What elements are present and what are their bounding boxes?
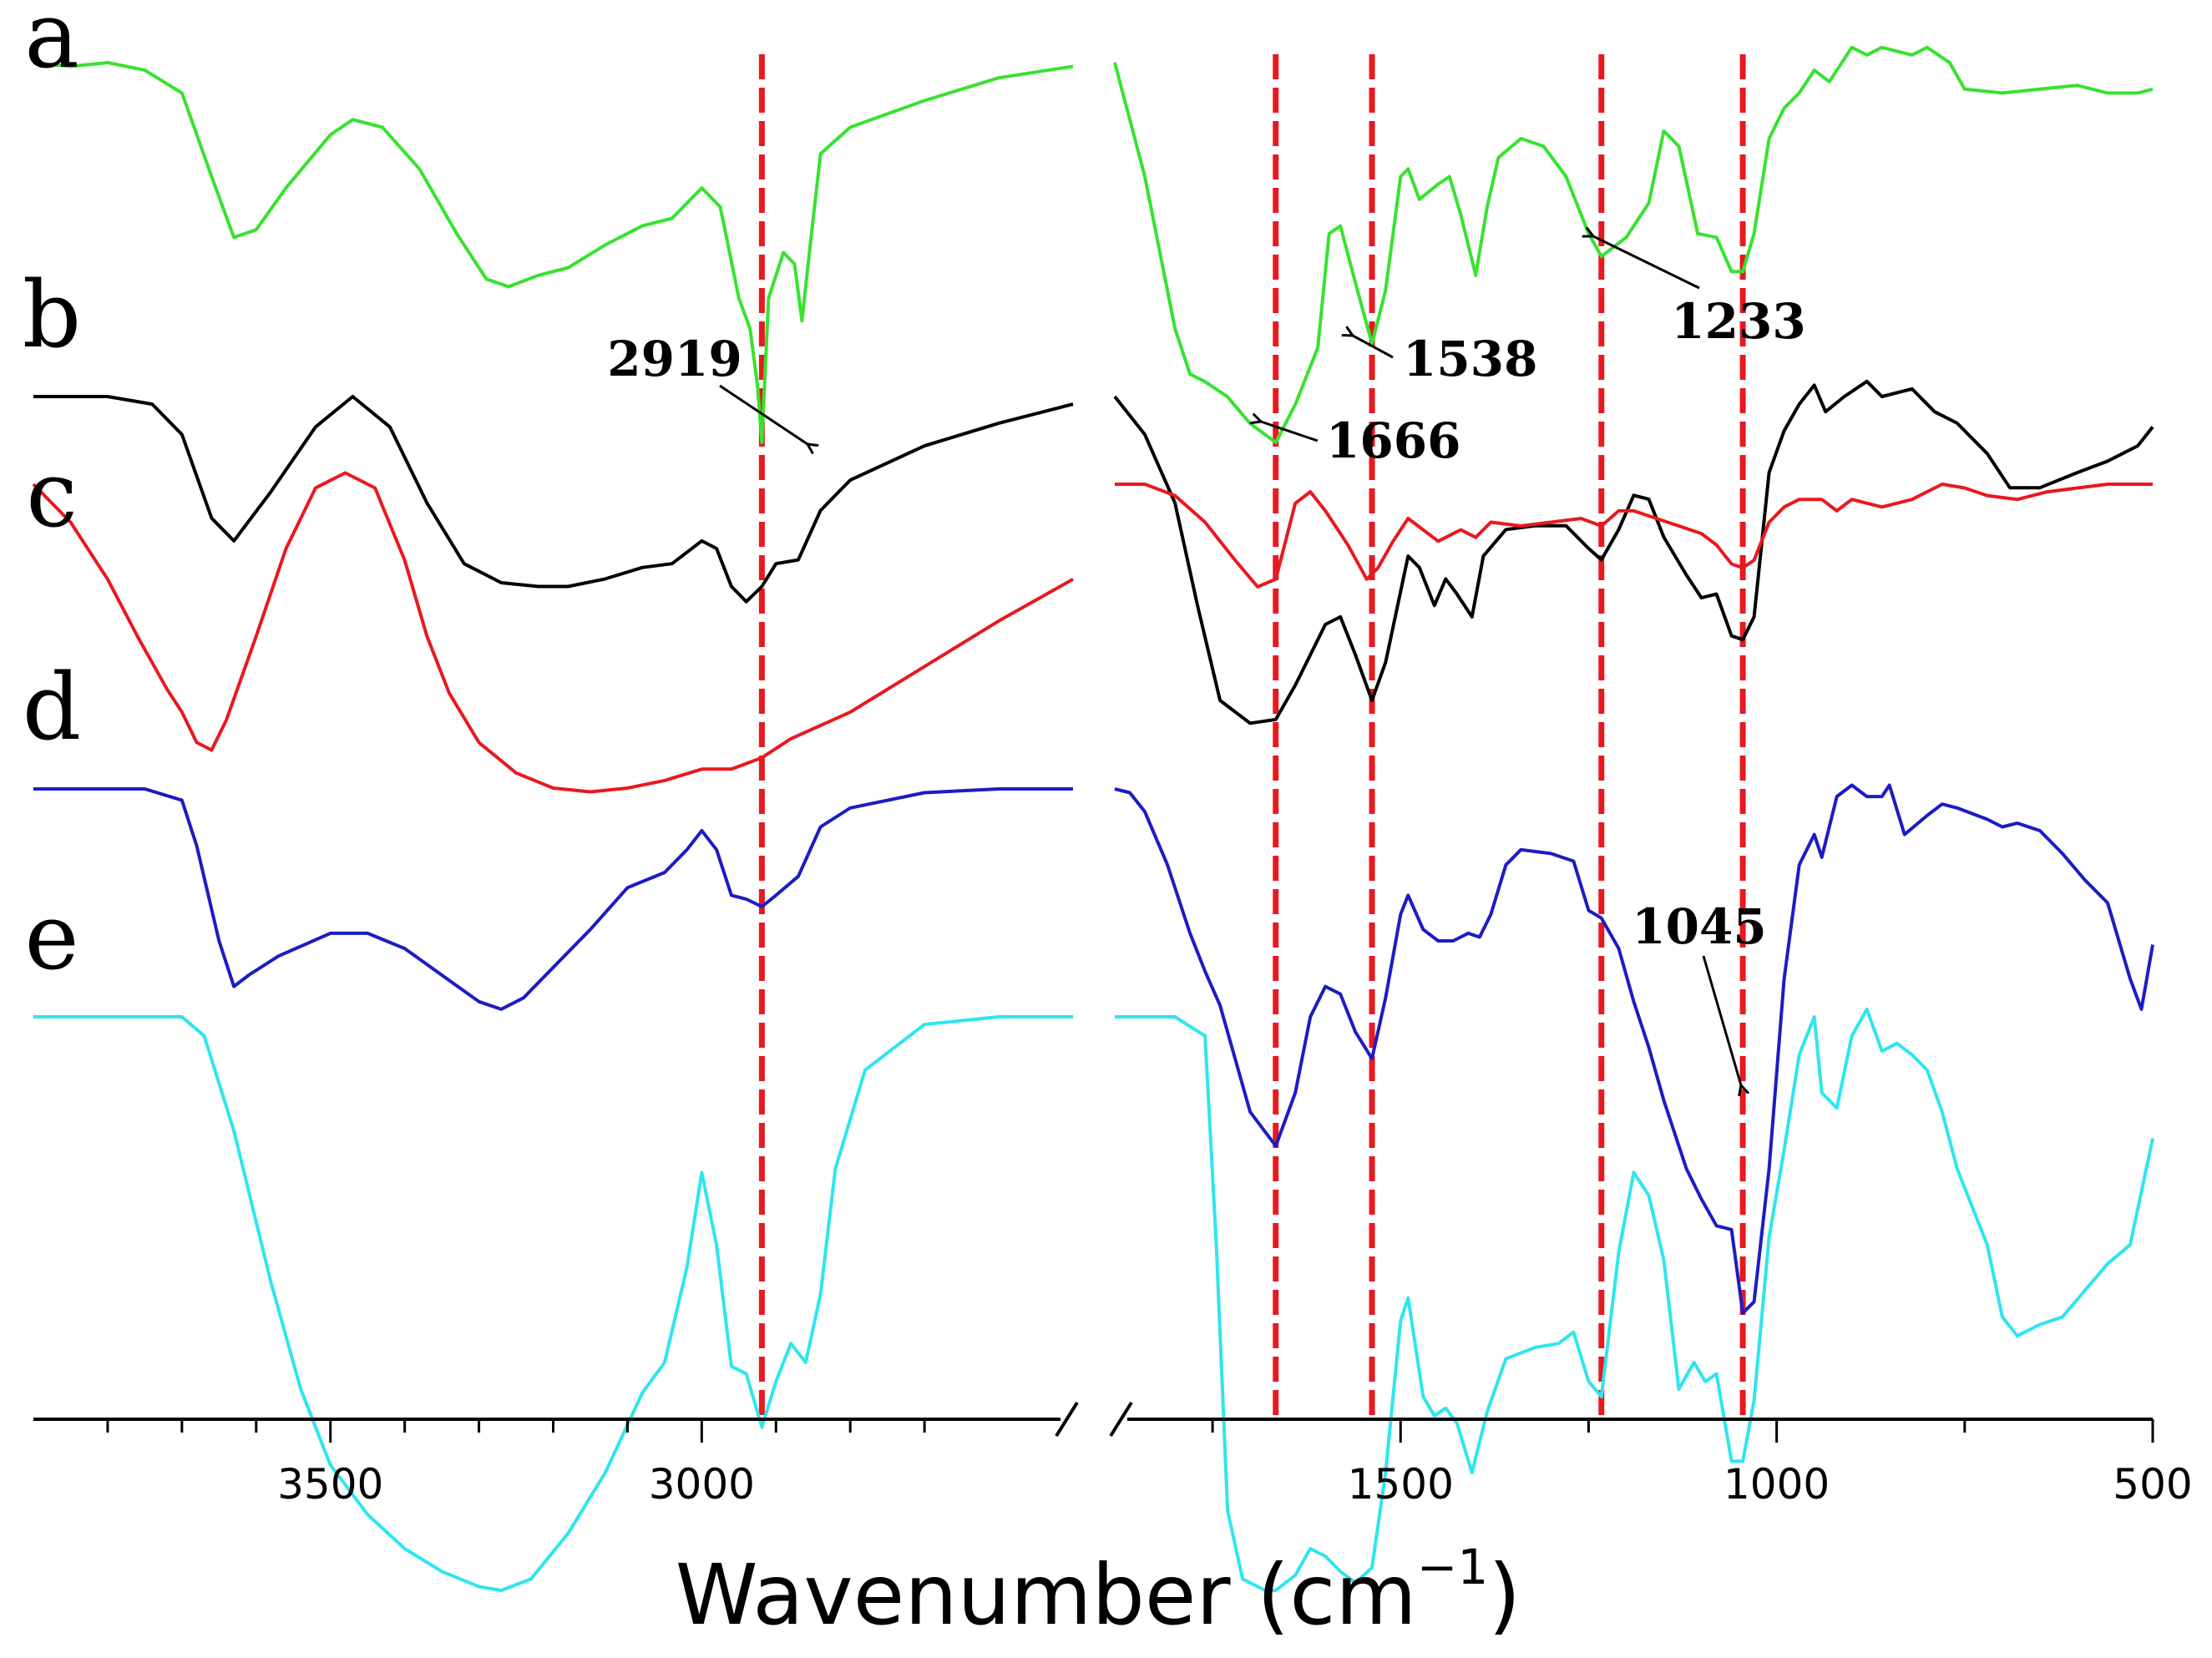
trace-b-segment-2 xyxy=(1113,379,2154,725)
trace-d-segment-2 xyxy=(1114,783,2154,1315)
trace-label-c: c xyxy=(26,441,78,548)
tick-label-1000: 1000 xyxy=(1724,1460,1830,1509)
trace-a-segment-1 xyxy=(33,61,1074,444)
annotation-arrow-1666 xyxy=(1261,422,1319,442)
trace-e-segment-1 xyxy=(33,1015,1073,1592)
trace-labels: a bcd e xyxy=(23,0,81,990)
annotation-arrow-1045 xyxy=(1702,955,1741,1085)
tick-label-3000: 3000 xyxy=(649,1460,755,1509)
trace-label-d: d xyxy=(23,654,81,761)
x-axis-title: Wavenumber (cm−1) xyxy=(676,1539,1521,1644)
x-axis: 3500 3000 1500 1000 500 xyxy=(33,1401,2193,1509)
trace-b-segment-1 xyxy=(33,395,1074,604)
trace-e-segment-2 xyxy=(1115,1007,2154,1592)
spectra-traces xyxy=(32,45,2154,1592)
trace-label-a: a xyxy=(24,0,79,88)
annotation-arrow-2919 xyxy=(719,384,807,444)
tick-label-500: 500 xyxy=(2113,1460,2192,1509)
axis-break-mark-2 xyxy=(1109,1401,1133,1438)
peak-annotations: 2919 1666 1538 1233 1045 xyxy=(607,236,1806,1085)
tick-label-3500: 3500 xyxy=(277,1460,383,1509)
trace-d-segment-1 xyxy=(33,787,1073,1011)
trace-label-b: b xyxy=(23,261,81,368)
trace-c-segment-1 xyxy=(32,471,1074,794)
peak-label-1233: 1233 xyxy=(1671,293,1805,350)
tick-label-1500: 1500 xyxy=(1348,1460,1454,1509)
trace-c-segment-2 xyxy=(1115,483,2153,589)
axis-break-mark-1 xyxy=(1055,1401,1079,1438)
peak-label-1666: 1666 xyxy=(1326,412,1460,469)
peak-label-1045: 1045 xyxy=(1632,898,1766,955)
trace-label-e: e xyxy=(24,883,78,990)
annotation-arrow-1538 xyxy=(1353,336,1394,359)
reference-lines xyxy=(758,54,1746,1419)
peak-label-1538: 1538 xyxy=(1403,331,1537,387)
annotation-arrow-1233 xyxy=(1593,236,1700,290)
trace-a-segment-2 xyxy=(1113,45,2154,444)
peak-label-2919: 2919 xyxy=(607,331,742,387)
